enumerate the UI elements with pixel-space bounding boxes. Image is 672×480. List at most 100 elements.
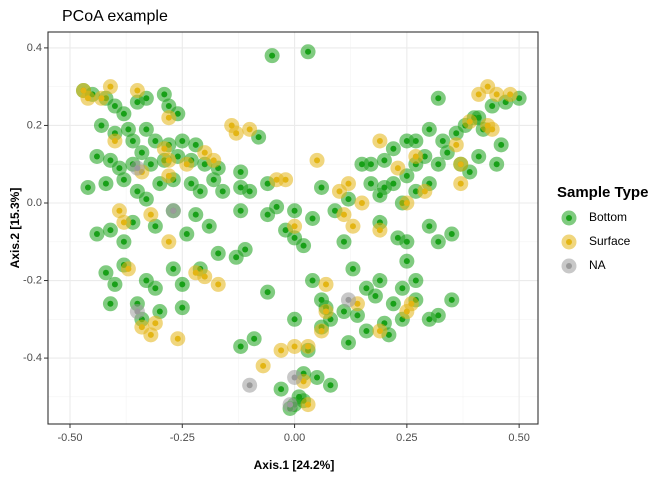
point bbox=[336, 304, 352, 320]
point bbox=[179, 226, 195, 242]
point-dot bbox=[219, 188, 226, 195]
point bbox=[296, 238, 312, 254]
point-dot bbox=[107, 227, 114, 234]
point-dot bbox=[233, 130, 240, 137]
point-dot bbox=[107, 157, 114, 164]
point-dot bbox=[421, 188, 428, 195]
point-dot bbox=[215, 281, 222, 288]
point-dot bbox=[363, 285, 370, 292]
point bbox=[273, 342, 289, 358]
point-dot bbox=[107, 300, 114, 307]
y-tick-label: -0.4 bbox=[23, 352, 42, 364]
point bbox=[129, 160, 145, 176]
point-dot bbox=[134, 308, 141, 315]
x-tick-label: 0.25 bbox=[396, 432, 417, 444]
point bbox=[421, 121, 437, 137]
point-dot bbox=[179, 281, 186, 288]
point bbox=[215, 183, 231, 199]
point-dot bbox=[102, 180, 109, 187]
point bbox=[233, 203, 249, 219]
point-dot bbox=[201, 149, 208, 156]
point bbox=[287, 218, 303, 234]
point bbox=[493, 137, 509, 153]
point-dot bbox=[376, 277, 383, 284]
point-dot bbox=[147, 211, 154, 218]
point-dot bbox=[246, 126, 253, 133]
point-dot bbox=[291, 316, 298, 323]
point bbox=[421, 218, 437, 234]
point-dot bbox=[426, 223, 433, 230]
point-dot bbox=[116, 165, 123, 172]
point bbox=[336, 207, 352, 223]
point bbox=[444, 292, 460, 308]
point-dot bbox=[215, 250, 222, 257]
point-dot bbox=[102, 269, 109, 276]
point-dot bbox=[305, 48, 312, 55]
point bbox=[174, 133, 190, 149]
point-dot bbox=[237, 168, 244, 175]
point-dot bbox=[179, 137, 186, 144]
point-dot bbox=[340, 238, 347, 245]
point-dot bbox=[421, 153, 428, 160]
point-dot bbox=[188, 180, 195, 187]
point-dot bbox=[282, 227, 289, 234]
point bbox=[89, 148, 105, 164]
point bbox=[363, 176, 379, 192]
y-tick-label: 0.0 bbox=[27, 197, 42, 209]
point bbox=[152, 304, 168, 320]
point bbox=[390, 160, 406, 176]
point-dot bbox=[192, 269, 199, 276]
point bbox=[318, 304, 334, 320]
point bbox=[435, 133, 451, 149]
point bbox=[462, 114, 478, 130]
point-dot bbox=[152, 137, 159, 144]
point-dot bbox=[174, 335, 181, 342]
point bbox=[188, 207, 204, 223]
point bbox=[430, 156, 446, 172]
point bbox=[345, 261, 361, 277]
point bbox=[300, 338, 316, 354]
point bbox=[340, 292, 356, 308]
point-dot bbox=[129, 137, 136, 144]
point-dot bbox=[345, 180, 352, 187]
point bbox=[444, 226, 460, 242]
point-dot bbox=[484, 122, 491, 129]
point bbox=[372, 133, 388, 149]
point-dot bbox=[255, 134, 262, 141]
point-dot bbox=[300, 378, 307, 385]
point bbox=[323, 377, 339, 393]
point bbox=[372, 273, 388, 289]
point-dot bbox=[412, 137, 419, 144]
point bbox=[305, 211, 321, 227]
point-dot bbox=[242, 246, 249, 253]
point bbox=[372, 222, 388, 238]
point bbox=[399, 253, 415, 269]
point bbox=[129, 83, 145, 99]
point-dot bbox=[367, 161, 374, 168]
point bbox=[161, 152, 177, 168]
point bbox=[170, 331, 186, 347]
point bbox=[233, 164, 249, 180]
point bbox=[453, 176, 469, 192]
point-dot bbox=[390, 300, 397, 307]
point-dot bbox=[376, 327, 383, 334]
point-dot bbox=[399, 285, 406, 292]
point-dot bbox=[340, 211, 347, 218]
point-dot bbox=[323, 308, 330, 315]
chart-title: PCoA example bbox=[62, 8, 168, 25]
point-dot bbox=[435, 238, 442, 245]
point-dot bbox=[309, 277, 316, 284]
point-dot bbox=[201, 161, 208, 168]
point-dot bbox=[376, 192, 383, 199]
point-dot bbox=[314, 374, 321, 381]
point bbox=[363, 156, 379, 172]
point bbox=[309, 369, 325, 385]
point-dot bbox=[125, 265, 132, 272]
point bbox=[102, 79, 118, 95]
point bbox=[125, 133, 141, 149]
point-dot bbox=[264, 211, 271, 218]
point-dot bbox=[426, 316, 433, 323]
point-dot bbox=[412, 188, 419, 195]
x-tick-label: 0.00 bbox=[284, 432, 305, 444]
point-dot bbox=[165, 114, 172, 121]
